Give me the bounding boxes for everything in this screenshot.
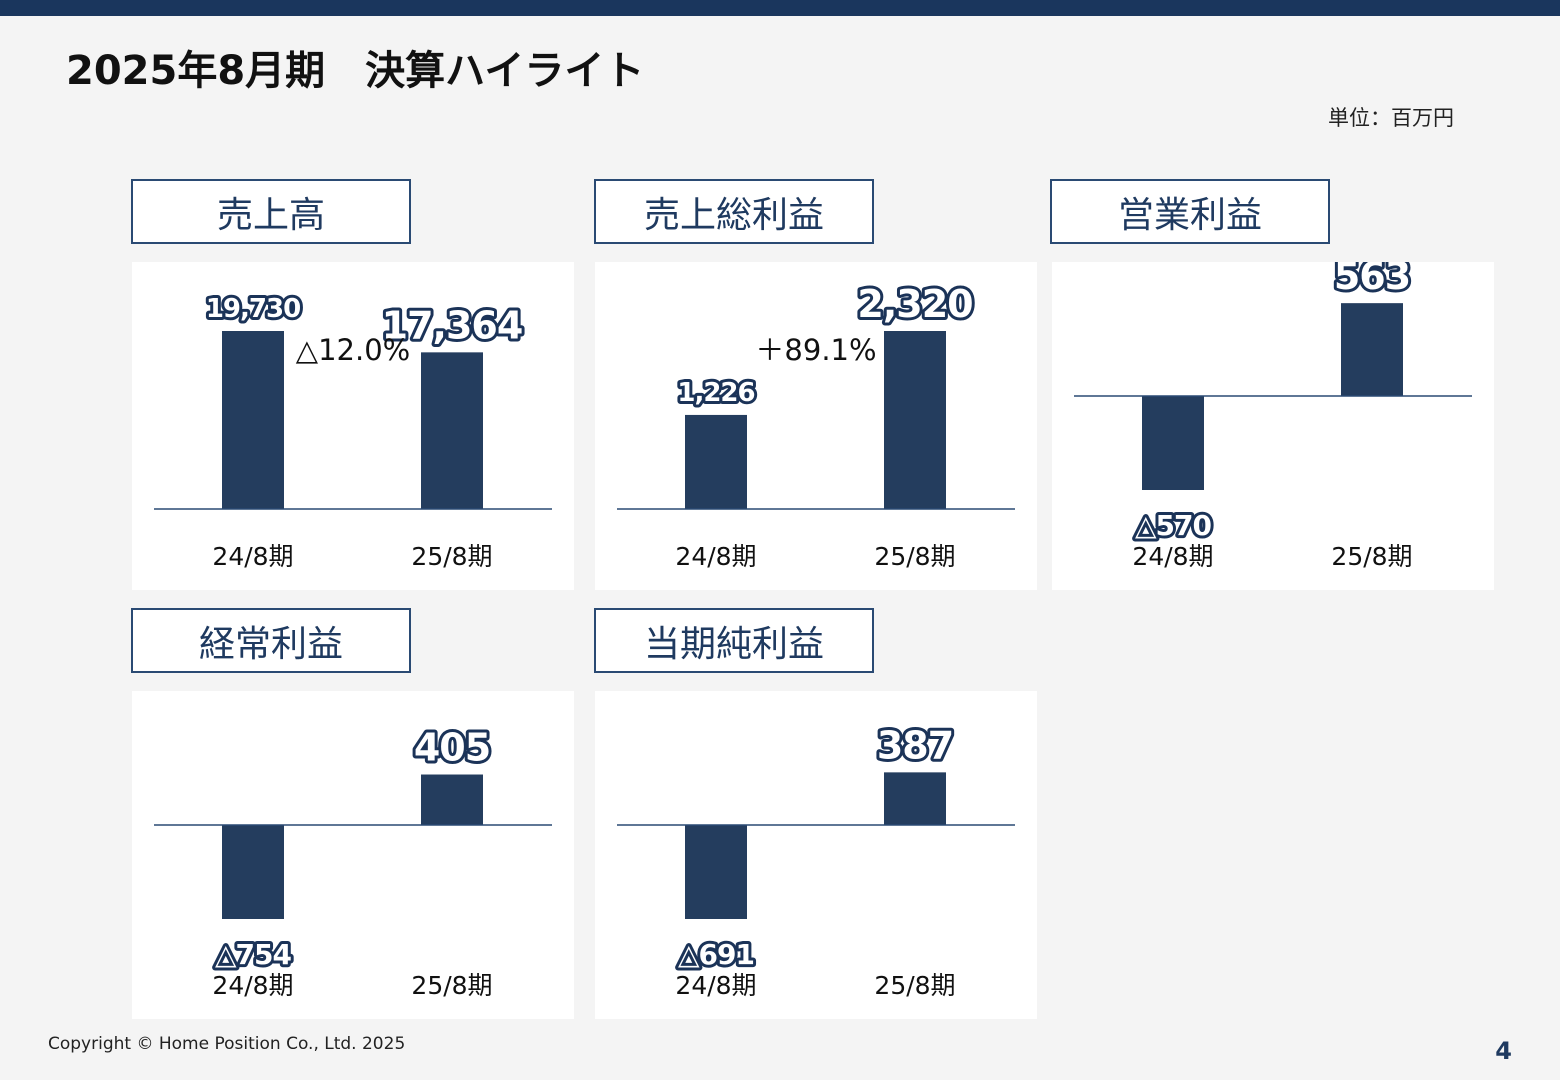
chart-panel-gross-profit: 1,226 2,320 ＋89.1% 24/8期 25/8期	[595, 262, 1037, 590]
change-label: △12.0%	[296, 333, 410, 367]
value-label-prev-year: △570	[1135, 509, 1211, 542]
value-label-current-year: 17,364	[382, 303, 523, 347]
bar-prev-year	[222, 825, 284, 919]
category-label-prev-year: 24/8期	[1132, 542, 1213, 571]
category-label-current-year: 25/8期	[874, 971, 955, 1000]
bar-prev-year	[1142, 396, 1204, 490]
bar-current-year	[1341, 303, 1403, 396]
chart-panel-operating-profit: △570 563 24/8期 25/8期	[1052, 262, 1494, 590]
value-label-prev-year: 19,730	[206, 294, 300, 324]
value-label-current-year: 563	[1334, 262, 1410, 298]
value-label-current-year: 405	[414, 726, 490, 770]
bar-current-year	[884, 331, 946, 509]
chart-panel-net-income: △691 387 24/8期 25/8期	[595, 691, 1037, 1019]
chart-panel-ordinary-profit: △754 405 24/8期 25/8期	[132, 691, 574, 1019]
category-label-current-year: 25/8期	[411, 542, 492, 571]
bar-current-year	[421, 774, 483, 825]
copyright: Copyright © Home Position Co., Ltd. 2025	[48, 1034, 406, 1054]
category-label-current-year: 25/8期	[411, 971, 492, 1000]
value-label-current-year: 2,320	[857, 282, 972, 326]
chart-svg-ordinary-profit: △754 405 24/8期 25/8期	[154, 723, 552, 1000]
chart-title-net-sales: 売上高	[131, 179, 411, 244]
category-label-current-year: 25/8期	[874, 542, 955, 571]
chart-title-gross-profit: 売上総利益	[594, 179, 874, 244]
chart-svg-operating-profit: △570 563 24/8期 25/8期	[1074, 262, 1472, 571]
bar-current-year	[884, 772, 946, 825]
chart-panel-net-sales: 19,730 17,364 △12.0% 24/8期 25/8期	[132, 262, 574, 590]
category-label-current-year: 25/8期	[1331, 542, 1412, 571]
chart-svg-net-income: △691 387 24/8期 25/8期	[617, 720, 1015, 1000]
chart-title-ordinary-profit: 経常利益	[131, 608, 411, 673]
value-label-prev-year: 1,226	[677, 378, 754, 408]
value-label-prev-year: △691	[678, 938, 754, 971]
top-accent-bar	[0, 0, 1560, 16]
value-label-current-year: 387	[877, 723, 953, 767]
category-label-prev-year: 24/8期	[212, 971, 293, 1000]
change-label: ＋89.1%	[755, 333, 876, 367]
unit-label: 単位：百万円	[1328, 106, 1454, 130]
chart-title-operating-profit: 営業利益	[1050, 179, 1330, 244]
chart-svg-net-sales: 19,730 17,364△12.0% 24/8期 25/8期	[154, 291, 552, 571]
category-label-prev-year: 24/8期	[212, 542, 293, 571]
chart-title-net-income: 当期純利益	[594, 608, 874, 673]
chart-svg-gross-profit: 1,226 2,320 ＋89.1% 24/8期 25/8期	[617, 279, 1015, 571]
page-title: 2025年8月期 決算ハイライト	[66, 48, 645, 94]
category-label-prev-year: 24/8期	[675, 971, 756, 1000]
category-label-prev-year: 24/8期	[675, 542, 756, 571]
page-number: 4	[1495, 1037, 1512, 1065]
bar-prev-year	[685, 825, 747, 919]
bar-current-year	[421, 352, 483, 509]
value-label-prev-year: △754	[215, 938, 291, 971]
bar-prev-year	[222, 331, 284, 509]
bar-prev-year	[685, 414, 747, 509]
